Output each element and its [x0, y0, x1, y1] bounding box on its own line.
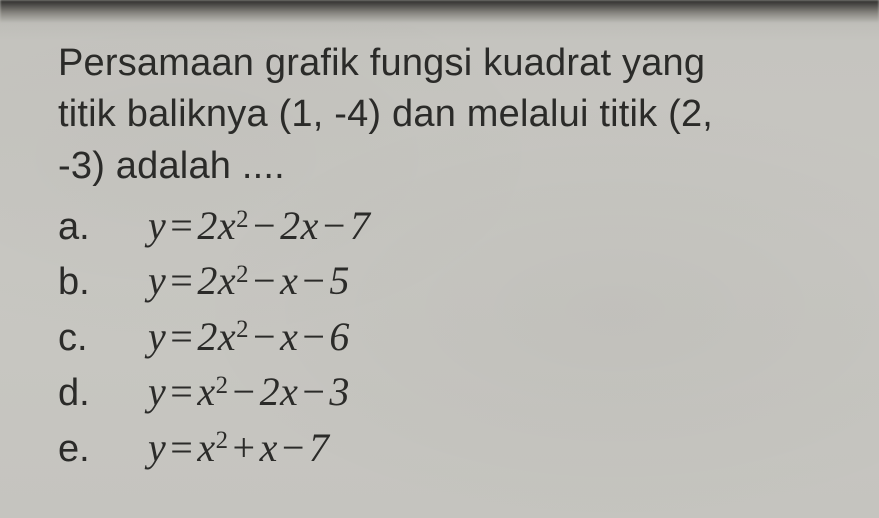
- option-d: d. y=x2−2x−3: [58, 364, 849, 419]
- option-letter: e.: [58, 423, 148, 475]
- option-formula: y=x2−2x−3: [148, 364, 350, 419]
- option-letter: d.: [58, 367, 148, 419]
- option-a: a. y=2x2−2x−7: [58, 198, 849, 253]
- option-letter: a.: [58, 201, 148, 253]
- option-formula: y=2x2−x−5: [148, 253, 350, 308]
- option-b: b. y=2x2−x−5: [58, 253, 849, 308]
- option-formula: y=2x2−2x−7: [148, 198, 370, 253]
- options-list: a. y=2x2−2x−7 b. y=2x2−x−5 c. y=2x2−x−6 …: [58, 198, 849, 475]
- top-edge-shadow: [0, 0, 879, 22]
- option-formula: y=x2+x−7: [148, 420, 329, 475]
- question-text: Persamaan grafik fungsi kuadrat yang tit…: [58, 38, 849, 192]
- problem-content: Persamaan grafik fungsi kuadrat yang tit…: [58, 38, 849, 475]
- question-line-3: -3) adalah ....: [58, 141, 849, 192]
- option-e: e. y=x2+x−7: [58, 420, 849, 475]
- option-letter: c.: [58, 312, 148, 364]
- option-formula: y=2x2−x−6: [148, 309, 350, 364]
- question-line-1: Persamaan grafik fungsi kuadrat yang: [58, 38, 849, 89]
- option-c: c. y=2x2−x−6: [58, 309, 849, 364]
- option-letter: b.: [58, 256, 148, 308]
- question-line-2: titik baliknya (1, -4) dan melalui titik…: [58, 89, 849, 140]
